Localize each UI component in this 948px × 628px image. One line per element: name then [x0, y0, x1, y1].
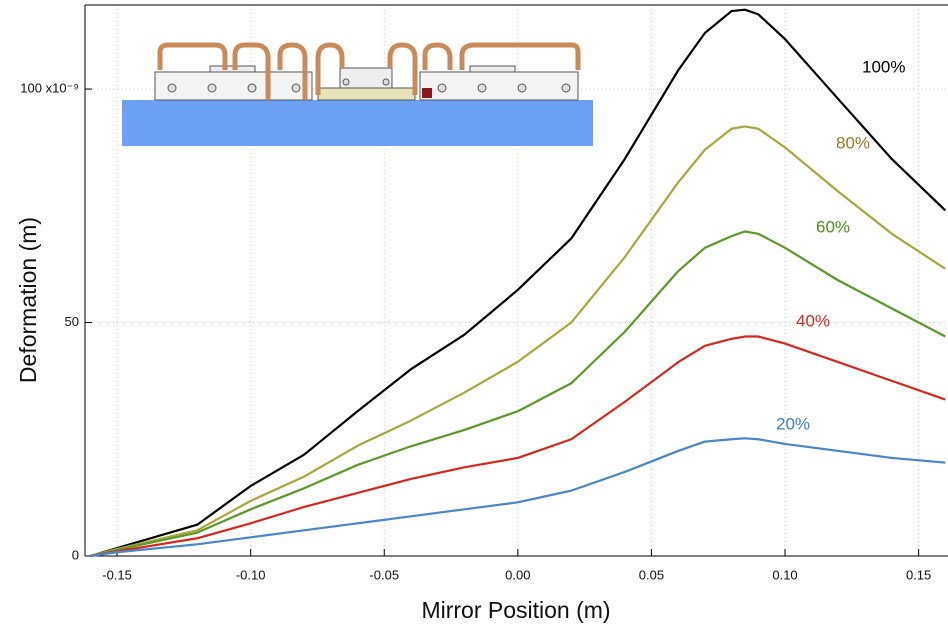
y-axis-title: Deformation (m) — [15, 217, 41, 383]
y-tick-label: 0 — [72, 547, 79, 562]
base-plate — [122, 100, 593, 146]
x-tick-label: 0.15 — [906, 567, 931, 582]
x-tick-label: -0.05 — [369, 567, 399, 582]
marker — [422, 88, 432, 98]
x-axis-title: Mirror Position (m) — [421, 597, 610, 623]
series-label: 60% — [816, 217, 850, 236]
left-block — [155, 72, 312, 100]
clamp — [470, 66, 515, 72]
x-tick-label: 0.05 — [639, 567, 664, 582]
x-tick-label: 0.10 — [772, 567, 797, 582]
inset-diagram — [122, 45, 593, 146]
y-tick-label: 50 — [65, 314, 79, 329]
series-label: 80% — [836, 133, 870, 152]
series-label: 40% — [796, 311, 830, 330]
x-tick-label: -0.15 — [102, 567, 132, 582]
x-tick-label: -0.10 — [236, 567, 266, 582]
series-label: 100% — [862, 57, 905, 76]
x-tick-label: 0.00 — [505, 567, 530, 582]
pipe — [425, 45, 450, 70]
center-block — [318, 88, 415, 100]
series-label: 20% — [776, 414, 810, 433]
y-tick-label: 100 x10⁻⁹ — [20, 80, 79, 95]
chart: Mirror Position (m) Deformation (m) 0 50 1… — [0, 0, 948, 628]
